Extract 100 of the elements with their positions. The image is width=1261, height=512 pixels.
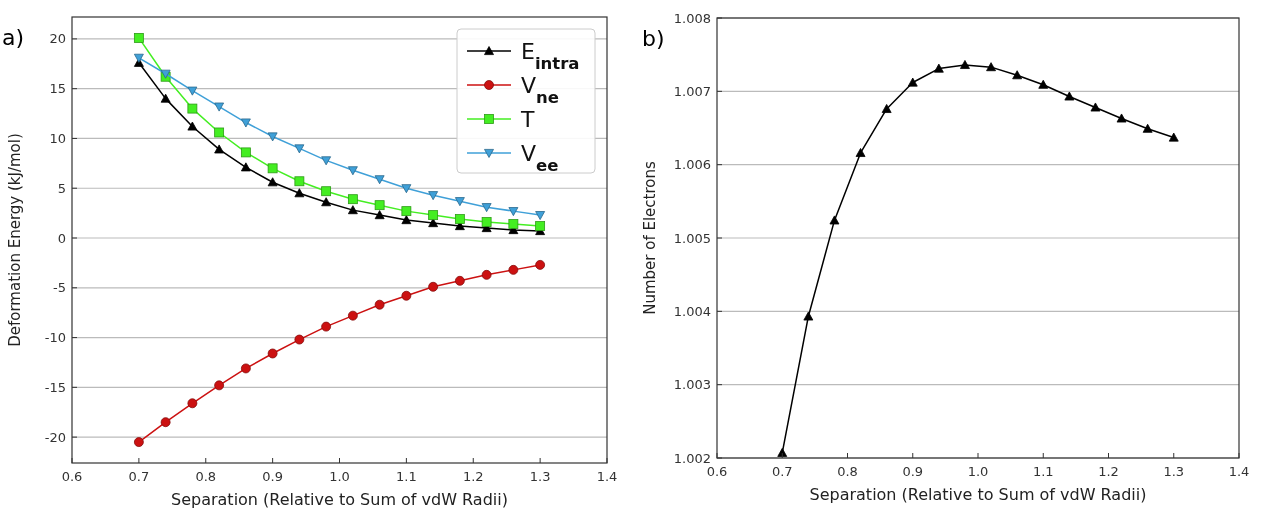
point (160, 93, 171, 103)
x-tick-label: 0.9 (902, 464, 924, 479)
point (481, 269, 492, 280)
x-tick-label: 0.6 (61, 469, 83, 484)
point (855, 148, 866, 157)
x-axis-title: Separation (Relative to Sum of vdW Radii) (171, 490, 508, 509)
point (1090, 102, 1101, 112)
y-tick-label: -20 (44, 429, 66, 445)
x-tick-label: 1.0 (967, 464, 989, 479)
point (428, 218, 439, 228)
point (347, 194, 358, 205)
x-tick-label: 0.8 (837, 464, 858, 479)
legend-label: V$_{ne}$ (521, 72, 559, 107)
point (133, 53, 144, 63)
y-tick-label: -10 (44, 330, 66, 346)
point (374, 200, 385, 211)
point (321, 156, 332, 166)
point (214, 102, 225, 112)
point (267, 163, 278, 174)
point (347, 166, 358, 176)
legend-label: T (520, 106, 535, 132)
point (294, 188, 305, 198)
point (1064, 91, 1075, 101)
point (1116, 113, 1127, 123)
point (401, 215, 412, 225)
point (1142, 123, 1153, 133)
point (481, 217, 492, 227)
point (454, 197, 465, 207)
legend-label: V$_{ee}$ (521, 140, 559, 175)
point (374, 210, 385, 220)
point (267, 132, 278, 142)
point (535, 259, 546, 270)
point (401, 206, 412, 217)
x-tick-label: 1.0 (329, 469, 350, 484)
point (829, 215, 840, 225)
x-tick-label: 1.2 (1098, 464, 1119, 479)
y-tick-label: 1.006 (673, 157, 711, 173)
x-tick-label: 1.4 (1228, 464, 1250, 479)
point (214, 144, 225, 154)
point (267, 348, 278, 359)
x-axis-title: Separation (Relative to Sum of vdW Radii) (809, 485, 1147, 504)
point (481, 203, 492, 213)
chart-title: a) (2, 25, 25, 50)
point (535, 221, 546, 231)
point (133, 437, 144, 447)
x-tick-label: 1.3 (1163, 464, 1185, 479)
x-tick-label: 1.4 (596, 469, 618, 484)
legend-label: E$_{intra}$ (521, 38, 580, 73)
point (428, 191, 439, 201)
y-axis-title: Number of Electrons (641, 161, 659, 315)
point (535, 211, 546, 221)
point (1168, 132, 1179, 142)
point (401, 290, 412, 301)
point (428, 210, 439, 221)
point (240, 118, 251, 128)
x-tick-label: 1.1 (1032, 464, 1054, 479)
point (986, 62, 996, 72)
point (240, 363, 251, 374)
point (454, 275, 465, 286)
point (187, 121, 198, 131)
point (803, 311, 814, 321)
x-tick-label: 0.7 (128, 469, 150, 484)
y-tick-label: -15 (44, 379, 66, 395)
y-tick-label: 15 (49, 81, 66, 97)
point (347, 310, 358, 321)
point (401, 184, 412, 194)
point (374, 299, 385, 310)
x-tick-label: 0.7 (771, 464, 793, 479)
y-tick-label: 1.003 (673, 377, 711, 393)
point (1012, 70, 1023, 80)
point (960, 60, 970, 69)
point (321, 321, 332, 332)
point (294, 334, 305, 345)
x-tick-label: 1.3 (529, 469, 551, 484)
point (187, 86, 198, 96)
point (267, 177, 278, 187)
x-tick-label: 0.6 (706, 464, 728, 479)
point (933, 63, 944, 73)
chart-title: b) (642, 26, 665, 51)
point (881, 104, 892, 113)
point (454, 214, 465, 224)
point (294, 176, 305, 187)
y-tick-label: -5 (53, 280, 66, 296)
y-tick-label: 1.002 (673, 450, 711, 466)
point (187, 398, 198, 409)
point (777, 447, 788, 457)
x-tick-label: 1.1 (396, 469, 417, 484)
point (508, 264, 519, 275)
point (294, 144, 305, 154)
y-tick-label: 0 (57, 230, 66, 246)
point (133, 33, 144, 43)
y-tick-label: 1.007 (673, 83, 711, 99)
point (214, 380, 225, 391)
y-tick-label: 1.008 (673, 10, 711, 26)
point (321, 197, 332, 207)
y-tick-label: 20 (49, 31, 66, 47)
point (321, 186, 332, 197)
x-tick-label: 0.9 (262, 469, 283, 484)
point (428, 281, 439, 292)
x-tick-label: 1.2 (462, 469, 484, 484)
